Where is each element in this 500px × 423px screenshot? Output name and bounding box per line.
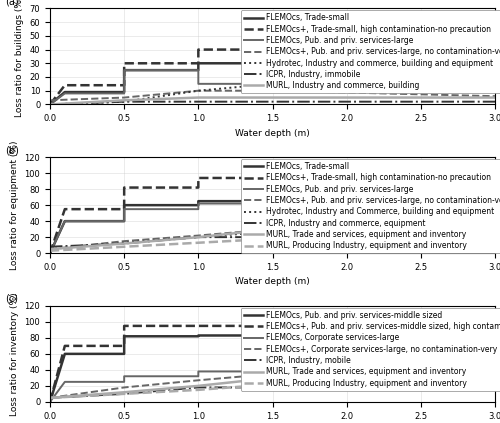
Text: (c): (c)	[6, 294, 18, 304]
X-axis label: Water depth (m): Water depth (m)	[235, 129, 310, 138]
Legend: FLEMOcs, Trade-small, FLEMOcs+, Trade-small, high contamination-no precaution, F: FLEMOcs, Trade-small, FLEMOcs+, Trade-sm…	[240, 159, 500, 253]
Text: (b): (b)	[6, 145, 20, 155]
Legend: FLEMOcs, Trade-small, FLEMOcs+, Trade-small, high contamination-no precaution, F: FLEMOcs, Trade-small, FLEMOcs+, Trade-sm…	[240, 10, 500, 93]
Y-axis label: Loss ratio for inventory (%): Loss ratio for inventory (%)	[10, 292, 19, 416]
Text: (a): (a)	[6, 0, 19, 6]
Legend: FLEMOcs, Pub. and priv. services-middle sized, FLEMOcs+, Pub. and priv. services: FLEMOcs, Pub. and priv. services-middle …	[240, 308, 500, 391]
Y-axis label: Loss ratio for buildings (%): Loss ratio for buildings (%)	[15, 0, 24, 117]
Y-axis label: Loss ratio for equipment (%): Loss ratio for equipment (%)	[10, 140, 19, 270]
X-axis label: Water depth (m): Water depth (m)	[235, 277, 310, 286]
